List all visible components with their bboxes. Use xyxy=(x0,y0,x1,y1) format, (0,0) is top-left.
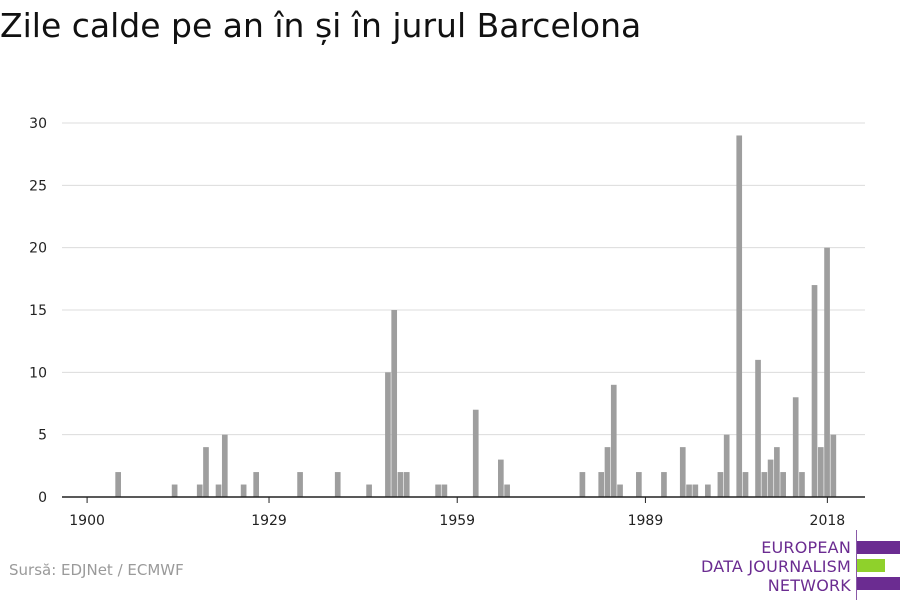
bar xyxy=(824,247,830,497)
bar xyxy=(504,484,510,497)
bar xyxy=(498,459,504,497)
bar xyxy=(792,397,799,497)
bar xyxy=(761,472,768,497)
bar xyxy=(579,472,586,497)
logo-divider xyxy=(856,530,857,600)
y-tick-label: 5 xyxy=(38,428,47,444)
x-tick-label: 1900 xyxy=(69,513,105,529)
bar xyxy=(811,285,818,497)
bar xyxy=(830,434,837,497)
logo-bar-purple-bottom xyxy=(857,577,900,590)
bar xyxy=(115,472,121,497)
source-note: Sursă: EDJNet / ECMWF xyxy=(9,561,184,579)
bar xyxy=(679,447,686,497)
bar xyxy=(391,310,398,497)
bar xyxy=(610,384,617,497)
bar xyxy=(636,472,642,497)
bar xyxy=(717,472,724,497)
bar xyxy=(366,484,372,497)
bar xyxy=(171,484,178,497)
y-tick-label: 25 xyxy=(29,178,47,194)
bar xyxy=(617,484,623,497)
logo-line-2: DATA JOURNALISM xyxy=(701,557,851,576)
bar xyxy=(385,372,391,497)
logo-bar-green xyxy=(857,559,885,572)
bar xyxy=(774,447,780,497)
logo-line-1: EUROPEAN xyxy=(761,538,851,557)
edjnet-logo: EUROPEAN DATA JOURNALISM NETWORK xyxy=(700,530,900,600)
bar xyxy=(196,484,203,497)
bar xyxy=(705,484,711,497)
y-tick-label: 0 xyxy=(38,490,47,506)
bar xyxy=(215,484,222,497)
bar xyxy=(723,434,730,497)
bar xyxy=(334,472,341,497)
x-tick-label: 2018 xyxy=(810,513,846,529)
bar xyxy=(755,359,761,497)
bar xyxy=(397,472,404,497)
bar xyxy=(780,472,786,497)
bar xyxy=(817,447,824,497)
y-tick-label: 10 xyxy=(29,365,47,381)
y-tick-label: 15 xyxy=(29,303,47,319)
bar xyxy=(203,447,209,497)
bars xyxy=(115,135,837,497)
logo-bar-purple-top xyxy=(857,541,900,554)
page-title: Zile calde pe an în și în jurul Barcelon… xyxy=(0,6,642,45)
bar xyxy=(472,409,479,497)
bar xyxy=(240,484,247,497)
bar xyxy=(403,472,410,497)
bar xyxy=(767,459,774,497)
bar xyxy=(692,484,699,497)
logo-line-3: NETWORK xyxy=(767,576,851,595)
y-tick-label: 30 xyxy=(29,116,47,132)
axes: 0 5 10 15 20 25 30 1900 1929 1959 1989 2018 xyxy=(29,116,865,529)
bar xyxy=(598,472,605,497)
x-tick-label: 1959 xyxy=(439,513,475,529)
bar xyxy=(441,484,448,497)
bar xyxy=(221,434,228,497)
bar xyxy=(799,472,805,497)
bar xyxy=(686,484,692,497)
bar xyxy=(297,472,303,497)
x-tick-label: 1989 xyxy=(628,513,664,529)
grid-lines xyxy=(62,122,865,436)
bar xyxy=(661,472,667,497)
bar xyxy=(736,135,743,497)
bar xyxy=(253,472,260,497)
bar xyxy=(742,472,749,497)
x-tick-label: 1929 xyxy=(251,513,287,529)
bar xyxy=(435,484,441,497)
y-tick-label: 20 xyxy=(29,241,47,257)
bar xyxy=(604,447,611,497)
